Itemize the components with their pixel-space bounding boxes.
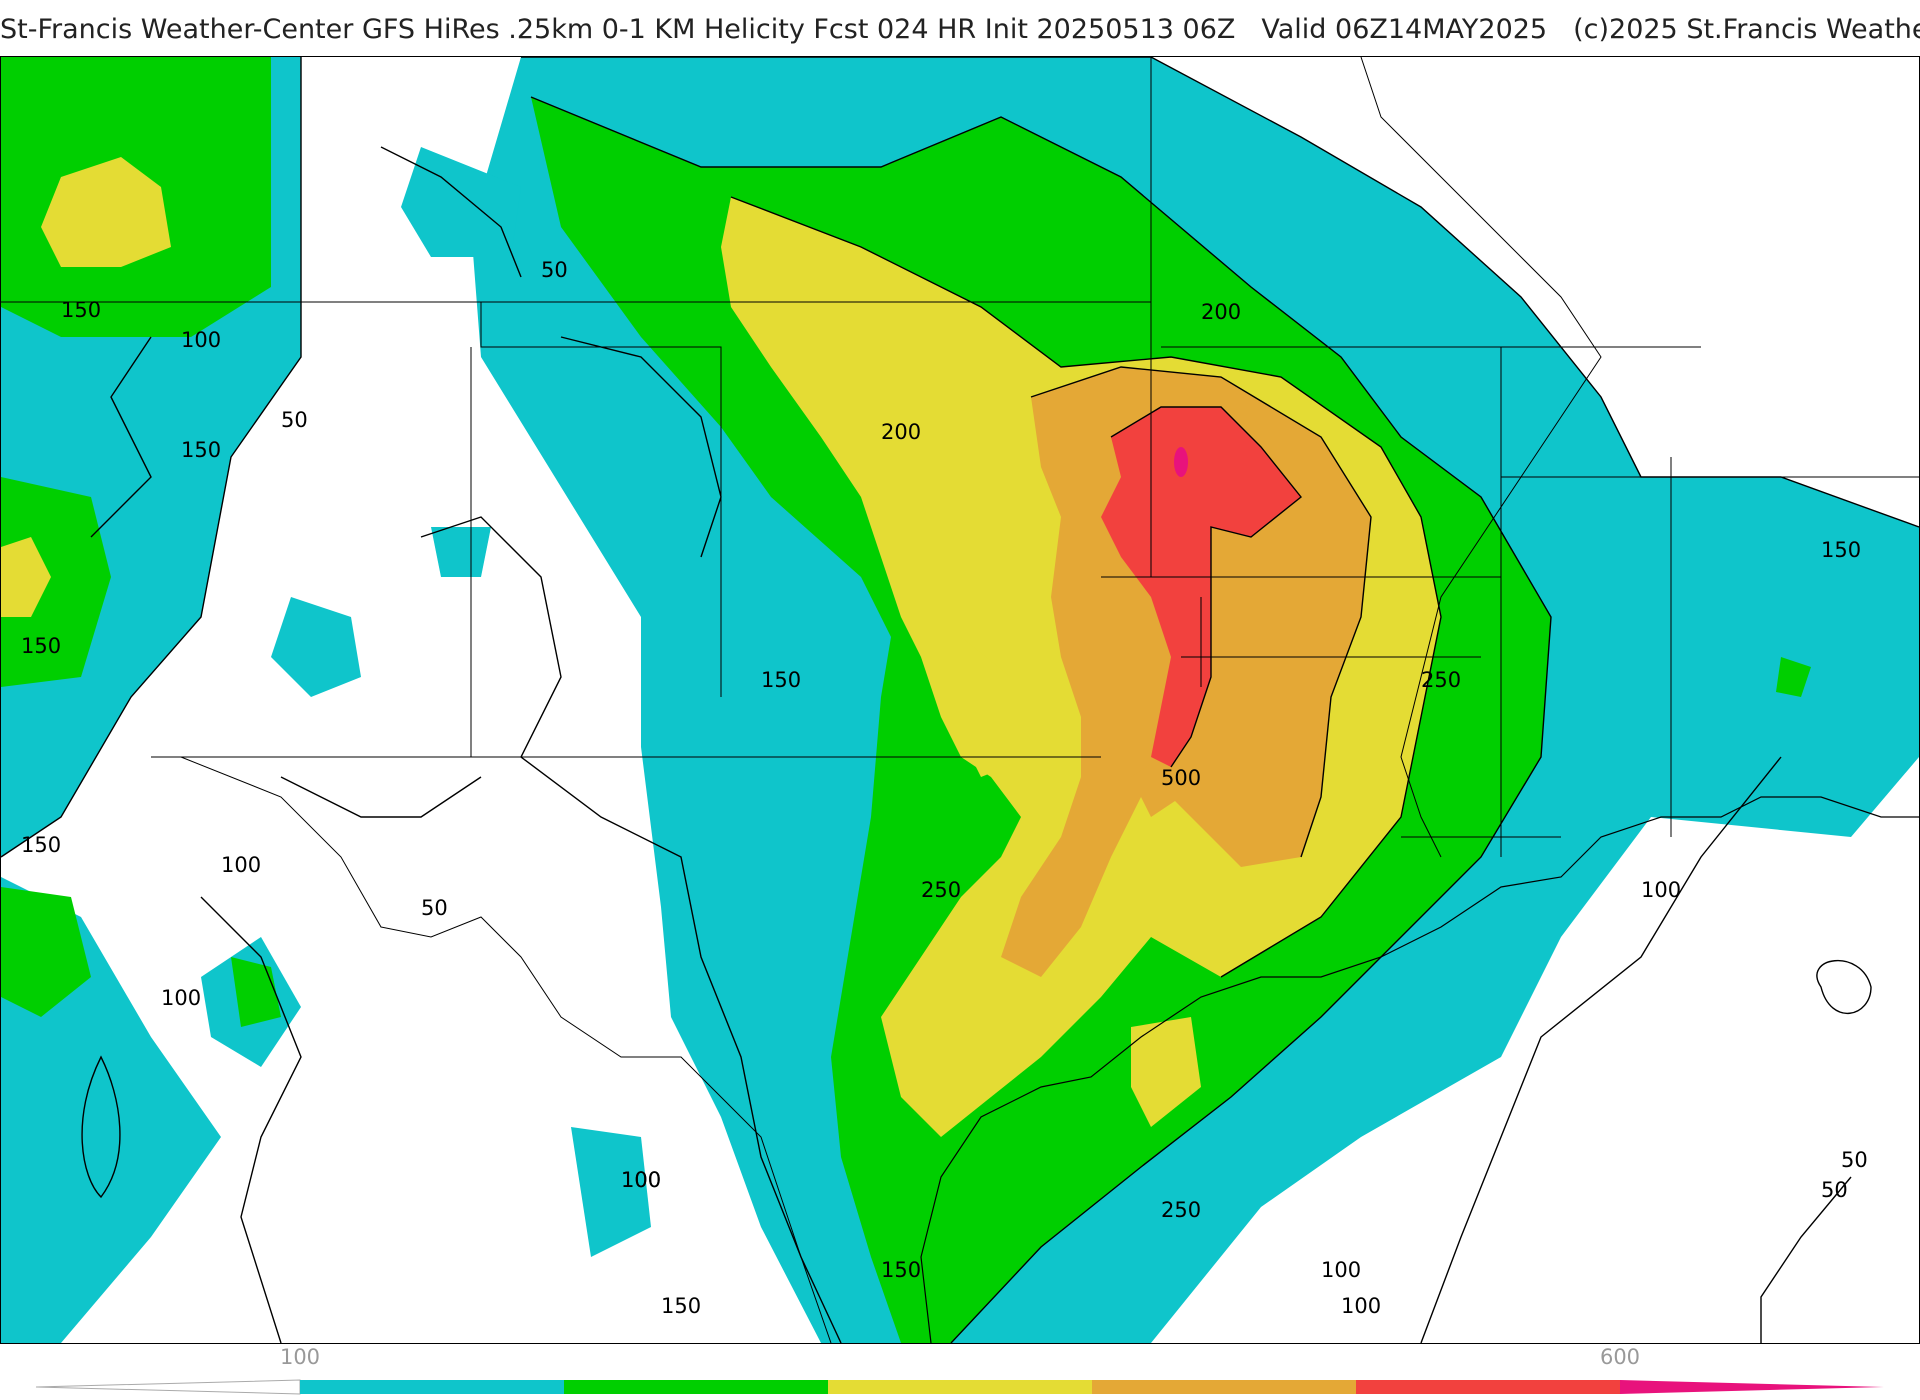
contour-label: 150 <box>21 634 61 658</box>
contour-label: 100 <box>221 853 261 877</box>
colorbar-triangle-right <box>1620 1380 1884 1394</box>
colorbar-bin <box>828 1380 1092 1394</box>
contour-label: 100 <box>181 328 221 352</box>
contour-label: 250 <box>1161 1198 1201 1222</box>
contour-label: 100 <box>1321 1258 1361 1282</box>
contour-label: 50 <box>421 896 448 920</box>
state-boundaries <box>1 57 1919 1343</box>
helicity-map: 50 150 100 150 50 150 100 50 150 100 100… <box>0 56 1920 1344</box>
contour-label: 200 <box>881 420 921 444</box>
contour-label: 150 <box>21 833 61 857</box>
contour-label: 50 <box>1821 1178 1848 1202</box>
contour-label: 150 <box>761 668 801 692</box>
contour-label: 150 <box>661 1294 701 1318</box>
title-copyright: (c)2025 St.Francis Weather <box>1573 14 1920 45</box>
contour-label: 200 <box>1201 300 1241 324</box>
contour-label: 150 <box>1821 538 1861 562</box>
contour-label: 100 <box>1341 1294 1381 1318</box>
colorbar-bin <box>300 1380 564 1394</box>
contour-label: 100 <box>1641 878 1681 902</box>
contour-label: 50 <box>281 408 308 432</box>
colorbar-bin <box>1092 1380 1356 1394</box>
contour-label: 150 <box>61 298 101 322</box>
contour-label: 250 <box>1421 668 1461 692</box>
colorbar-bin <box>564 1380 828 1394</box>
contour-label: 150 <box>181 438 221 462</box>
colorbar-bin <box>1356 1380 1620 1394</box>
colorbar-strip <box>35 1379 1884 1395</box>
contour-label: 150 <box>881 1258 921 1282</box>
contour-label-group: 50 150 100 150 50 150 100 50 150 100 100… <box>21 258 1868 1318</box>
contour-label: 50 <box>541 258 568 282</box>
title-main: St-Francis Weather-Center GFS HiRes .25k… <box>0 14 1236 45</box>
gulf-coastline <box>920 796 1919 1343</box>
contour-label: 50 <box>1841 1148 1868 1172</box>
contour-label: 100 <box>621 1168 661 1192</box>
map-canvas: 50 150 100 150 50 150 100 50 150 100 100… <box>1 57 1919 1343</box>
contour-label: 100 <box>621 1168 661 1192</box>
colorbar-triangle-left <box>35 1379 301 1395</box>
contour-label: 500 <box>1161 766 1201 790</box>
contour-label: 250 <box>921 878 961 902</box>
contour-lines <box>1 57 1919 1343</box>
colorbar: 100 600 <box>0 1343 1920 1400</box>
colorbar-tick-label: 100 <box>279 1345 321 1369</box>
title-valid-time: Valid 06Z14MAY2025 <box>1261 14 1548 45</box>
helicity-fill-magenta <box>1174 447 1188 477</box>
map-title: St-Francis Weather-Center GFS HiRes .25k… <box>0 14 1920 54</box>
colorbar-tick-label: 600 <box>1599 1345 1641 1369</box>
contour-label: 100 <box>161 986 201 1010</box>
